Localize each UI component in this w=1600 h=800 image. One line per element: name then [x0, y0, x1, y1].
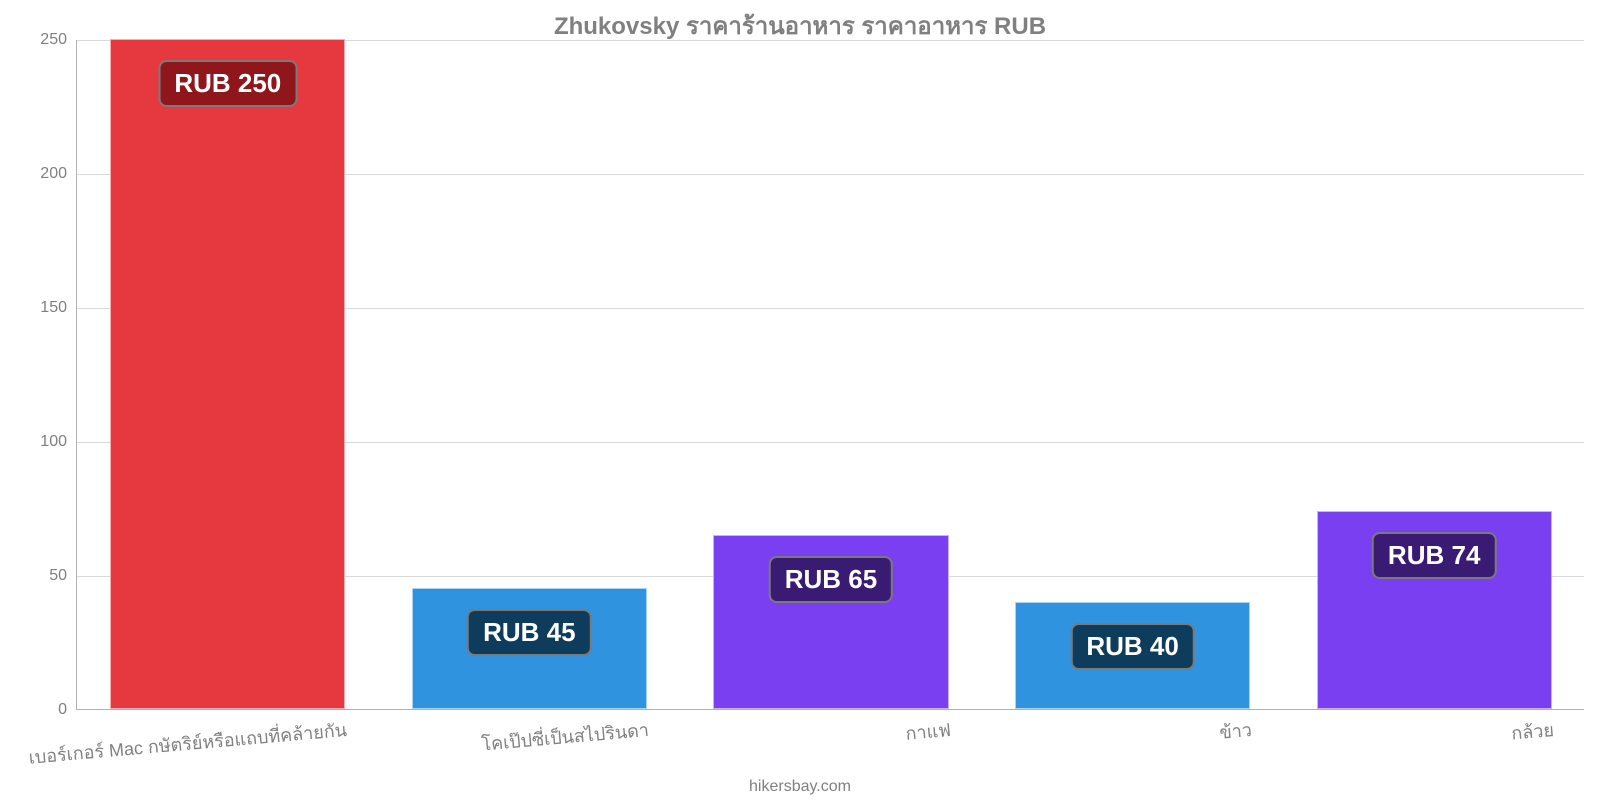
bar: RUB 40	[1015, 602, 1250, 709]
y-axis-tick-label: 150	[40, 299, 77, 317]
x-axis-tick-label: กล้วย	[1509, 709, 1554, 748]
chart-container: Zhukovsky ราคาร้านอาหาร ราคาอาหาร RUB 05…	[0, 0, 1600, 800]
y-axis-tick-label: 50	[49, 567, 77, 585]
bar: RUB 65	[713, 535, 948, 709]
y-axis-tick-label: 0	[58, 701, 77, 719]
attribution-text: hikersbay.com	[0, 778, 1600, 796]
bar: RUB 74	[1317, 511, 1552, 709]
bar-value-badge: RUB 250	[158, 60, 297, 107]
bar-value-badge: RUB 40	[1070, 623, 1194, 670]
y-axis-tick-label: 100	[40, 433, 77, 451]
bar-value-badge: RUB 74	[1372, 532, 1496, 579]
x-axis-tick-label: กาแฟ	[903, 709, 951, 748]
bar-value-badge: RUB 65	[769, 556, 893, 603]
bar: RUB 250	[110, 39, 345, 709]
x-axis-tick-label: ข้าว	[1218, 709, 1253, 747]
bar-value-badge: RUB 45	[467, 609, 591, 656]
y-axis-tick-label: 200	[40, 165, 77, 183]
plot-area: 050100150200250RUB 250เบอร์เกอร์ Mac กษั…	[76, 40, 1584, 710]
x-axis-tick-label: โคเป๊ปซี่เป็นสไปรินดา	[480, 709, 650, 759]
bar: RUB 45	[412, 588, 647, 709]
y-axis-tick-label: 250	[40, 31, 77, 49]
